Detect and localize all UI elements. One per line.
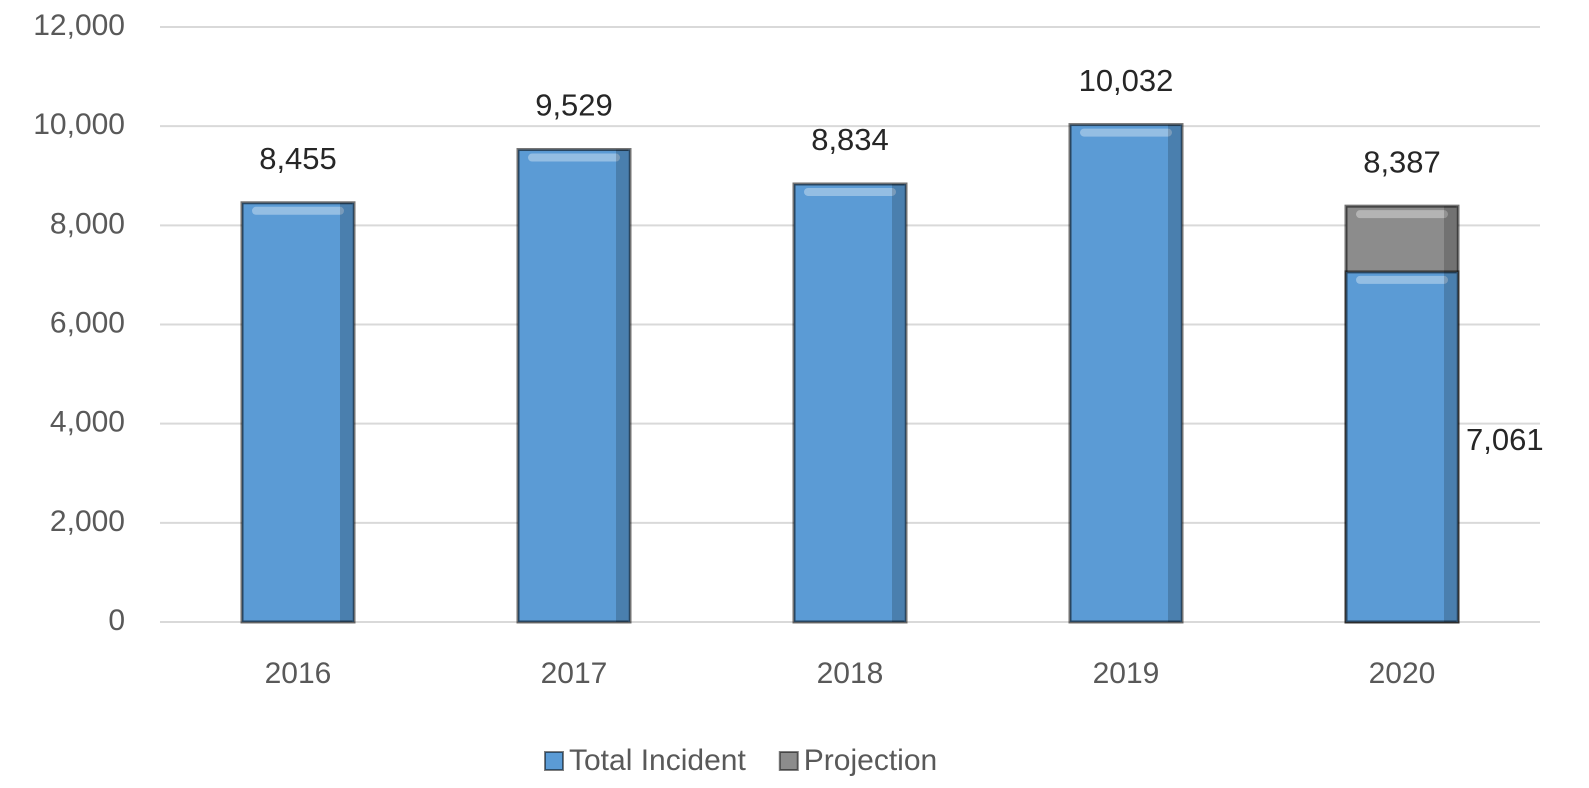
bar-highlight — [252, 206, 344, 215]
y-tick-label: 6,000 — [50, 306, 125, 339]
bar — [516, 148, 632, 624]
bar — [1068, 123, 1184, 624]
y-tick-label: 4,000 — [50, 406, 125, 439]
y-tick-label: 8,000 — [50, 207, 125, 240]
data-label: 8,387 — [1363, 144, 1441, 179]
y-tick-label: 12,000 — [33, 9, 125, 42]
bar-highlight — [528, 153, 620, 162]
bar-group — [1344, 270, 1460, 624]
bar-shade — [616, 149, 628, 622]
bar-group — [1068, 123, 1184, 624]
bar-group — [792, 182, 908, 624]
bar — [240, 201, 356, 624]
bar-shade — [1168, 124, 1180, 622]
x-tick-label: 2018 — [817, 657, 884, 690]
bar-highlight — [804, 187, 896, 196]
bar-shade — [1444, 271, 1456, 622]
data-label: 8,834 — [811, 122, 889, 157]
bar — [1344, 270, 1460, 624]
bar — [792, 182, 908, 624]
data-label: 10,032 — [1079, 63, 1174, 98]
bar-group — [516, 148, 632, 624]
legend-label: Total Incident — [569, 744, 746, 777]
bar-highlight — [1356, 275, 1448, 284]
data-label: 8,455 — [259, 141, 337, 176]
x-tick-label: 2017 — [541, 657, 608, 690]
bar-shade — [892, 183, 904, 622]
data-label: 7,061 — [1466, 422, 1544, 457]
x-tick-label: 2019 — [1093, 657, 1160, 690]
bar-highlight — [1356, 210, 1448, 219]
x-tick-label: 2020 — [1369, 657, 1436, 690]
bar-shade — [340, 202, 352, 622]
bar-highlight — [1080, 128, 1172, 137]
y-tick-label: 0 — [108, 604, 125, 637]
bar-group — [240, 201, 356, 624]
legend-label: Projection — [804, 744, 937, 777]
legend-swatch — [544, 751, 564, 771]
x-tick-label: 2016 — [265, 657, 332, 690]
legend-swatch — [778, 751, 799, 771]
y-tick-label: 2,000 — [50, 505, 125, 538]
y-tick-label: 10,000 — [33, 108, 125, 141]
data-label: 9,529 — [535, 88, 613, 123]
